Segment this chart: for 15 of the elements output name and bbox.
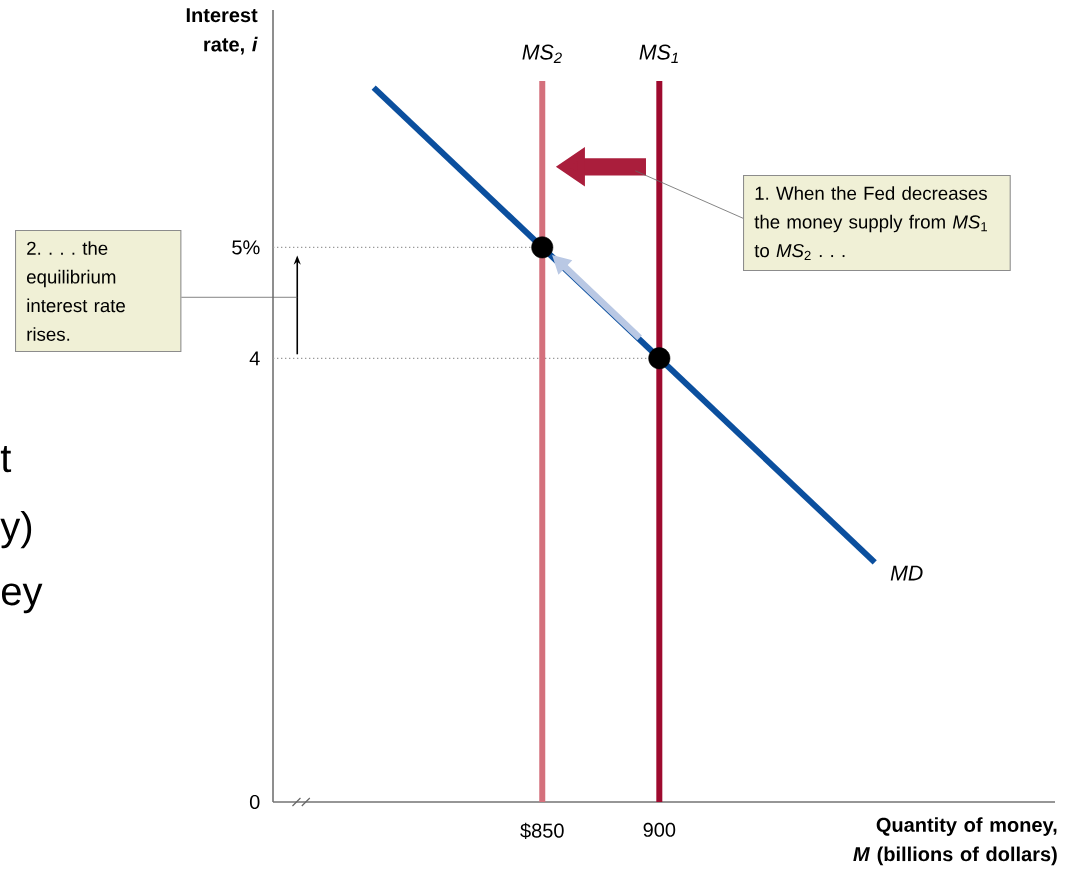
x-tick-label: $850 [520, 822, 564, 839]
y-tick-label: 5% [232, 240, 260, 255]
series-label: MS$_{2}$ [522, 44, 562, 63]
y-tick-label: 0 [249, 794, 260, 810]
series-label: MD [890, 565, 923, 581]
x-axis-title: Quantity of money, M (billions of dollars) [853, 817, 1057, 866]
text: ey [1, 583, 43, 614]
text: y) [0, 511, 32, 549]
text: 2. . . . the equilibrium interest rate rises. [27, 241, 125, 341]
y-tick-label: 4 [249, 351, 260, 366]
text: 1. When the Fed decreases the money supply from MS$_{1}$ to MS$_{2}$ . . . [754, 186, 987, 260]
x-tick-label: 900 [643, 822, 676, 837]
y-axis-title: Interest rate, i [186, 8, 258, 55]
text: t [0, 446, 12, 473]
series-label: MS$_{1}$ [639, 44, 678, 63]
